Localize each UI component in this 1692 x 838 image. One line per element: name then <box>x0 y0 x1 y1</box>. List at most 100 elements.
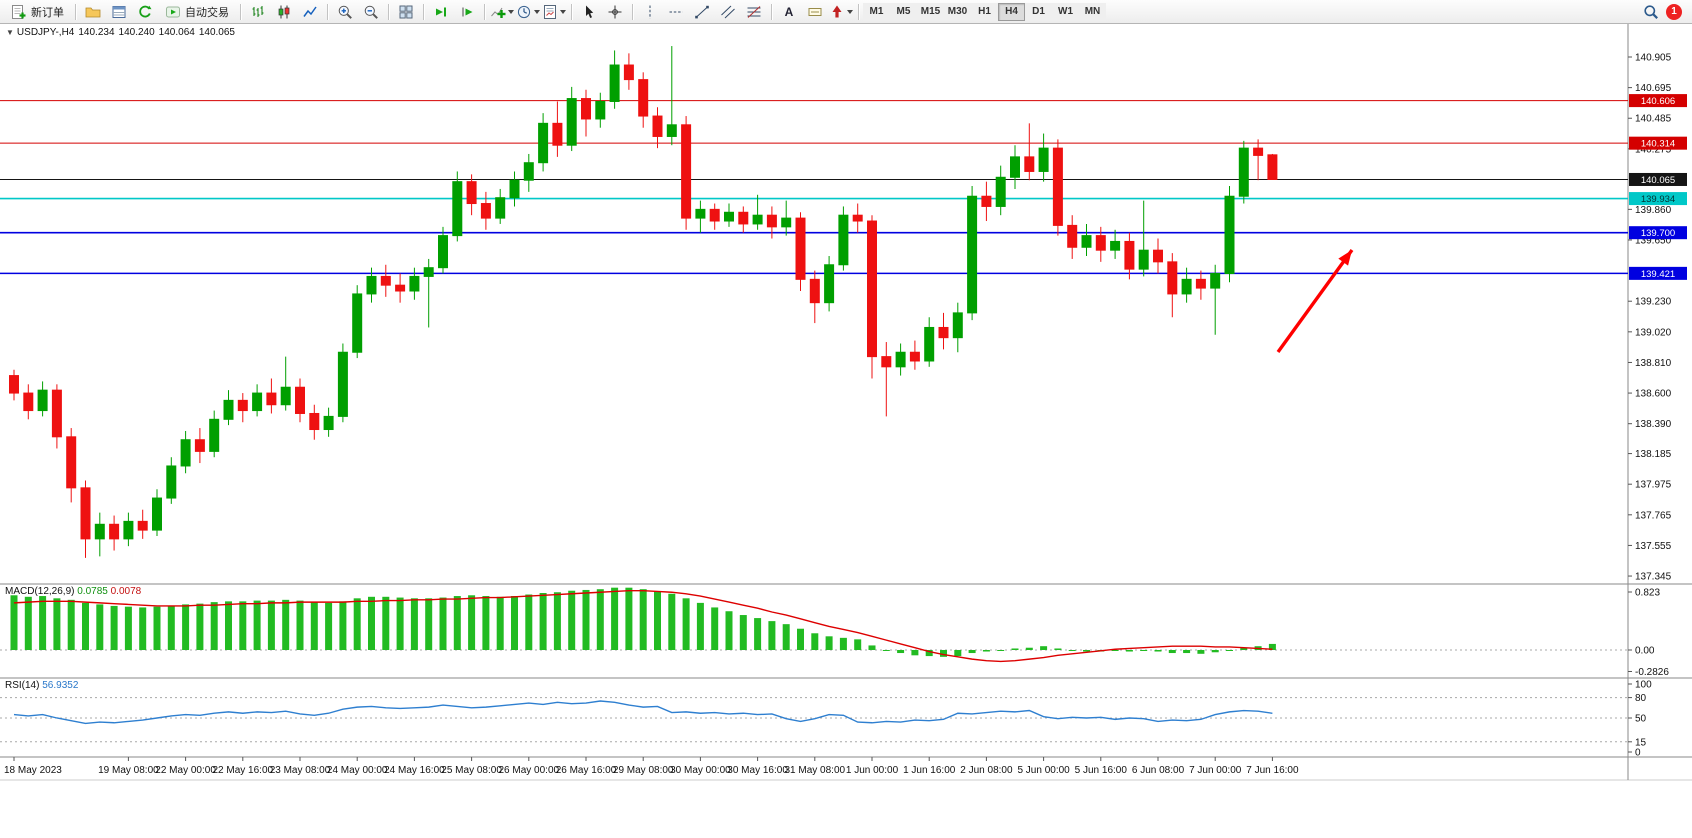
bar-chart-icon <box>250 4 266 20</box>
toolbar: 新订单 自动交易 <box>0 0 1692 24</box>
timeframe-mn-button[interactable]: MN <box>1079 2 1106 21</box>
timeframe-label: H1 <box>978 6 991 17</box>
cursor-button[interactable] <box>577 2 601 22</box>
svg-text:22 May 16:00: 22 May 16:00 <box>212 765 273 776</box>
periods-icon <box>516 4 532 20</box>
svg-text:139.230: 139.230 <box>1635 297 1672 308</box>
svg-text:138.600: 138.600 <box>1635 389 1672 400</box>
timeframe-h4-button[interactable]: H4 <box>998 2 1025 21</box>
auto-trading-play-icon <box>165 4 181 20</box>
toolbar-separator <box>484 3 485 20</box>
svg-text:139.650: 139.650 <box>1635 235 1672 246</box>
profiles-button[interactable] <box>81 2 105 22</box>
data-window-icon <box>111 4 127 20</box>
equidistant-channel-button[interactable] <box>716 2 740 22</box>
one-click-trading-toggle[interactable]: ▼ <box>6 28 14 37</box>
svg-text:140.606: 140.606 <box>1641 96 1675 107</box>
text-icon: A <box>784 4 794 19</box>
timeframe-m15-button[interactable]: M15 <box>917 2 944 21</box>
dropdown-caret-icon <box>560 9 566 14</box>
vertical-line-button[interactable] <box>638 2 662 22</box>
chart-info-line: ▼ USDJPY-,H4 140.234 140.240 140.064 140.065 <box>6 27 239 38</box>
horizontal-line-button[interactable] <box>664 2 688 22</box>
tile-windows-button[interactable] <box>394 2 418 22</box>
timeframe-m5-button[interactable]: M5 <box>890 2 917 21</box>
text-label-icon <box>807 4 823 20</box>
svg-text:139.020: 139.020 <box>1635 327 1672 338</box>
chart-shift-button[interactable] <box>455 2 479 22</box>
timeframe-m1-button[interactable]: M1 <box>863 2 890 21</box>
svg-text:0.00: 0.00 <box>1635 646 1655 657</box>
timeframe-label: M5 <box>896 6 911 17</box>
ohlc-open: 140.234 <box>78 27 115 38</box>
text-tool-button[interactable]: A <box>777 2 801 22</box>
fibonacci-button[interactable] <box>742 2 766 22</box>
svg-text:139.860: 139.860 <box>1635 205 1672 216</box>
candlestick-chart-icon <box>276 4 292 20</box>
trend-line-icon <box>694 4 710 20</box>
auto-scroll-button[interactable] <box>429 2 453 22</box>
line-chart-button[interactable] <box>298 2 322 22</box>
svg-text:7 Jun 00:00: 7 Jun 00:00 <box>1189 765 1242 776</box>
chart-shift-icon <box>459 4 475 20</box>
dropdown-caret-icon <box>508 9 514 14</box>
crosshair-button[interactable] <box>603 2 627 22</box>
zoom-in-button[interactable] <box>333 2 357 22</box>
svg-text:26 May 16:00: 26 May 16:00 <box>556 765 617 776</box>
refresh-icon <box>137 4 153 20</box>
svg-text:140.485: 140.485 <box>1635 114 1672 125</box>
toolbar-separator <box>240 3 241 20</box>
zoom-out-button[interactable] <box>359 2 383 22</box>
text-label-button[interactable] <box>803 2 827 22</box>
refresh-button[interactable] <box>133 2 157 22</box>
rsi-indicator-label: RSI(14) 56.9352 <box>5 680 78 691</box>
timeframe-d1-button[interactable]: D1 <box>1025 2 1052 21</box>
svg-text:26 May 00:00: 26 May 00:00 <box>498 765 559 776</box>
indicators-button[interactable] <box>490 2 514 22</box>
timeframe-label: M1 <box>869 6 884 17</box>
svg-text:24 May 00:00: 24 May 00:00 <box>327 765 388 776</box>
tile-windows-icon <box>398 4 414 20</box>
symbol-period-label: USDJPY-,H4 <box>16 27 75 38</box>
svg-text:140.695: 140.695 <box>1635 83 1672 94</box>
timeframe-label: M15 <box>920 6 941 17</box>
equidistant-channel-icon <box>720 4 736 20</box>
svg-text:22 May 00:00: 22 May 00:00 <box>155 765 216 776</box>
macd-name: MACD(12,26,9) <box>5 586 75 597</box>
symbol-search-button[interactable] <box>1639 2 1663 22</box>
ohlc-high: 140.240 <box>118 27 155 38</box>
toolbar-separator <box>75 3 76 20</box>
data-window-button[interactable] <box>107 2 131 22</box>
indicators-icon <box>490 4 506 20</box>
arrows-tool-button[interactable] <box>829 2 853 22</box>
trend-line-button[interactable] <box>690 2 714 22</box>
templates-button[interactable] <box>542 2 566 22</box>
periods-button[interactable] <box>516 2 540 22</box>
svg-text:137.555: 137.555 <box>1635 541 1672 552</box>
timeframe-m30-button[interactable]: M30 <box>944 2 971 21</box>
bar-chart-button[interactable] <box>246 2 270 22</box>
svg-text:139.700: 139.700 <box>1641 228 1675 239</box>
toolbar-separator <box>388 3 389 20</box>
notification-badge[interactable]: 1 <box>1666 3 1682 20</box>
ohlc-low: 140.064 <box>158 27 195 38</box>
dropdown-caret-icon <box>847 9 853 14</box>
svg-text:25 May 08:00: 25 May 08:00 <box>441 765 502 776</box>
fibonacci-icon <box>746 4 762 20</box>
svg-text:18 May 2023: 18 May 2023 <box>4 765 62 776</box>
auto-trading-button[interactable]: 自动交易 <box>159 2 235 22</box>
candlestick-chart-button[interactable] <box>272 2 296 22</box>
toolbar-separator <box>771 3 772 20</box>
timeframe-w1-button[interactable]: W1 <box>1052 2 1079 21</box>
new-order-label: 新订单 <box>31 6 64 19</box>
svg-text:7 Jun 16:00: 7 Jun 16:00 <box>1246 765 1299 776</box>
svg-text:30 May 16:00: 30 May 16:00 <box>727 765 788 776</box>
timeframe-h1-button[interactable]: H1 <box>971 2 998 21</box>
svg-text:137.345: 137.345 <box>1635 572 1672 583</box>
templates-icon <box>542 4 558 20</box>
timeframe-label: D1 <box>1032 6 1045 17</box>
new-order-button[interactable]: 新订单 <box>5 2 70 22</box>
svg-text:140.314: 140.314 <box>1641 139 1675 150</box>
svg-text:23 May 08:00: 23 May 08:00 <box>270 765 331 776</box>
